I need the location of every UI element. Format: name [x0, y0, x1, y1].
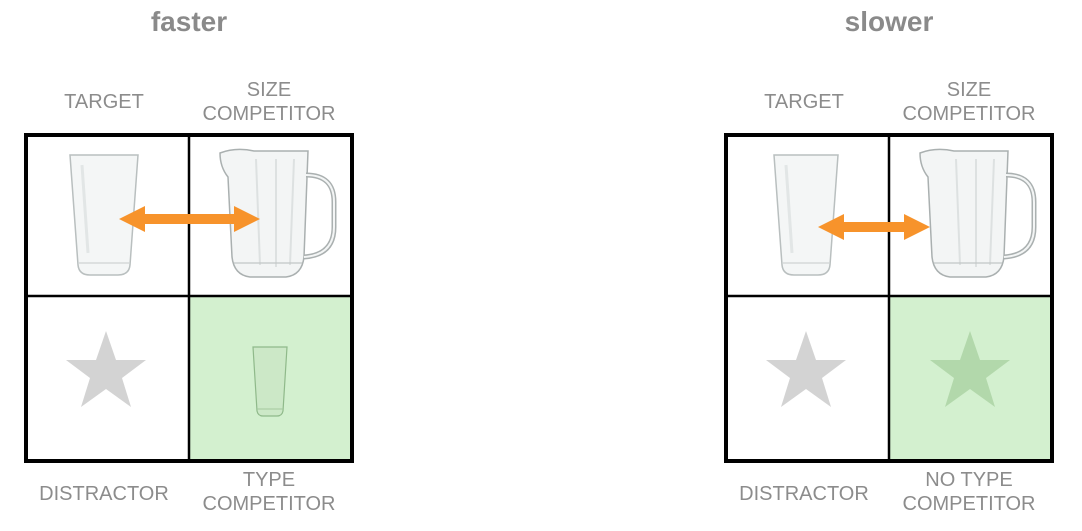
label-target: TARGET	[764, 91, 844, 113]
label-line: COMPETITOR	[202, 103, 336, 125]
label-target: TARGET	[64, 91, 144, 113]
panel-title: faster	[150, 6, 228, 37]
label-line: SIZE	[946, 79, 992, 101]
star-icon	[930, 331, 1010, 407]
star-icon	[766, 331, 846, 407]
pitcher-icon	[219, 148, 337, 278]
display-grid	[24, 133, 354, 463]
panel-faster: faster TARGET SIZE COMPETITOR	[24, 0, 354, 531]
label-line: COMPETITOR	[902, 103, 1036, 125]
label-line: SIZE	[246, 79, 292, 101]
label-line: NO TYPE	[925, 469, 1013, 491]
label-type-competitor: TYPE COMPETITOR	[184, 468, 354, 516]
label-line: COMPETITOR	[902, 493, 1036, 515]
panel-slower: slower TARGET SIZE COMPETITOR	[724, 0, 1054, 531]
glass-icon	[773, 154, 839, 276]
double-arrow-icon	[818, 214, 930, 240]
display-grid	[724, 133, 1054, 463]
double-arrow-icon	[119, 206, 260, 232]
panel-title: slower	[844, 6, 934, 37]
small-glass-icon	[252, 346, 288, 417]
label-size-competitor: SIZE COMPETITOR	[884, 78, 1054, 126]
label-line: COMPETITOR	[202, 493, 336, 515]
label-line: TYPE	[242, 469, 296, 491]
label-size-competitor: SIZE COMPETITOR	[184, 78, 354, 126]
label-distractor: DISTRACTOR	[739, 483, 869, 505]
label-no-type-competitor: NO TYPE COMPETITOR	[884, 468, 1054, 516]
pitcher-icon	[919, 148, 1037, 278]
label-distractor: DISTRACTOR	[39, 483, 169, 505]
glass-icon	[69, 154, 139, 276]
star-icon	[66, 331, 146, 407]
